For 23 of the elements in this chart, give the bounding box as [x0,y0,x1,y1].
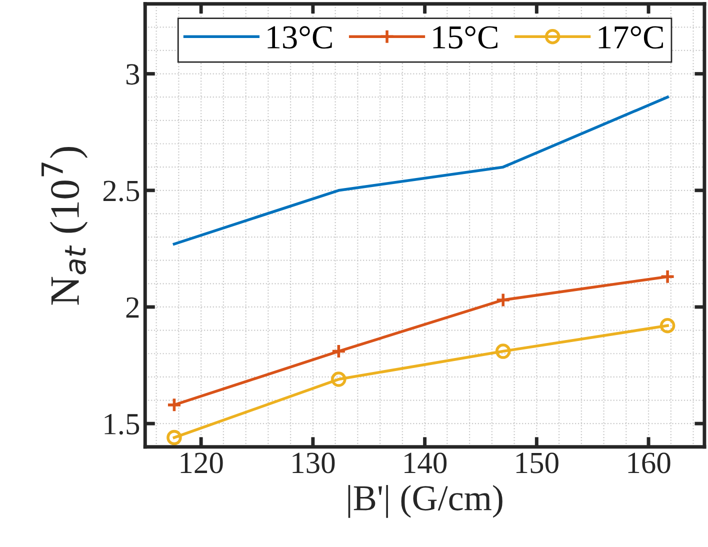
x-axis-title: |B'| (G/cm) [348,485,502,518]
legend-label: 15°C [433,26,498,49]
legend-label: 13°C [268,26,332,49]
x-tick-label: 150 [516,452,558,474]
point [331,372,346,387]
line-series [172,96,669,246]
x-tick-label: 160 [628,452,670,474]
y-tick-label: 2.5 [103,180,140,202]
y-tick-label: 1.5 [104,414,140,435]
point [660,269,676,284]
legend-label: 17°C [598,26,663,49]
point [166,397,182,413]
point [166,430,182,446]
y-tick-label: 3 [126,64,140,85]
x-tick-label: 140 [404,452,447,474]
x-tick-label: 130 [292,452,335,474]
point [495,292,511,308]
y-tick-label: 2 [126,297,139,318]
x-tick-label: 120 [180,452,223,474]
point [495,344,511,359]
point [660,318,676,334]
y-axis-title: N$_{at}$ (10$^{7}$) [42,146,88,305]
point [331,344,346,359]
